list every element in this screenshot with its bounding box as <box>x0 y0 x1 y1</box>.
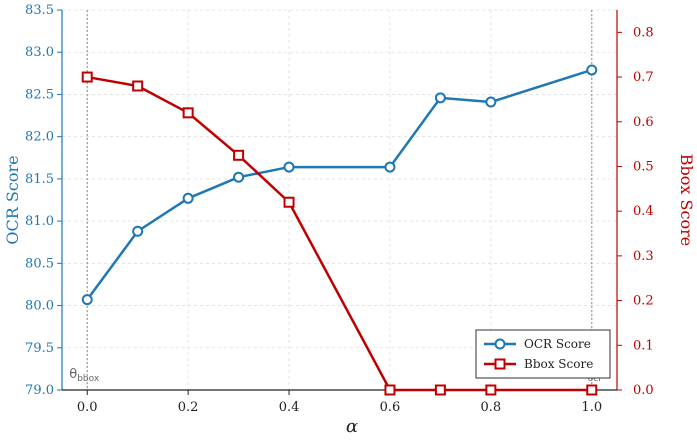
ocr-data-point <box>182 192 194 204</box>
grid <box>62 9 617 391</box>
left-axis-ticks: 79.0 79.5 80.0 80.5 81.0 81.5 82.0 82.5 83.0 83.5 <box>25 3 62 398</box>
bbox-data-point <box>233 149 245 161</box>
tick-label-x: 0.8 <box>481 400 502 415</box>
series-group <box>81 64 598 396</box>
tick-label-right: 0.3 <box>633 249 654 264</box>
bbox-data-point <box>384 384 396 396</box>
ocr-data-point <box>586 64 598 76</box>
ocr-data-point <box>233 171 245 183</box>
bbox-data-point <box>586 384 598 396</box>
x-axis-ticks: 0.0 0.2 0.4 0.6 0.8 1.0 <box>77 390 602 415</box>
legend-ocr-label: OCR Score <box>524 337 591 351</box>
tick-label-x: 0.2 <box>178 400 199 415</box>
ocr-series-line <box>86 68 593 301</box>
ocr-data-point <box>434 92 446 104</box>
tick-label-left: 79.5 <box>25 341 54 356</box>
tick-label-left: 81.5 <box>25 172 54 187</box>
ocr-data-point <box>81 294 93 306</box>
tick-label-left: 83.0 <box>25 45 54 60</box>
y-axis-label-right: Bbox Score <box>677 154 696 246</box>
tick-label-right: 0.0 <box>633 383 654 398</box>
tick-label-right: 0.1 <box>633 338 654 353</box>
right-axis-ticks: 0.0 0.1 0.2 0.3 0.4 0.5 0.6 0.7 0.8 <box>617 25 654 398</box>
tick-label-x: 0.6 <box>380 400 401 415</box>
tick-label-left: 83.5 <box>25 3 54 18</box>
tick-label-x: 1.0 <box>581 400 602 415</box>
legend-ocr-marker <box>494 338 506 350</box>
tick-label-left: 80.5 <box>25 256 54 271</box>
tick-label-right: 0.2 <box>633 294 654 309</box>
bbox-data-point <box>485 384 497 396</box>
ocr-data-point <box>283 161 295 173</box>
bbox-data-point <box>81 71 93 83</box>
threshold-lines <box>86 10 593 390</box>
legend-bbox-marker <box>494 358 506 370</box>
x-axis-label: α <box>346 416 358 437</box>
tick-label-right: 0.6 <box>633 115 654 130</box>
bbox-data-point <box>283 196 295 208</box>
ocr-data-point <box>132 225 144 237</box>
tick-label-left: 79.0 <box>25 383 54 398</box>
tick-label-left: 82.5 <box>25 87 54 102</box>
bbox-data-point <box>132 80 144 92</box>
bbox-data-point <box>182 107 194 119</box>
tick-label-left: 82.0 <box>25 130 54 145</box>
tick-label-right: 0.7 <box>633 70 654 85</box>
tick-label-right: 0.5 <box>633 159 654 174</box>
ocr-data-point <box>485 96 497 108</box>
legend-box <box>475 329 611 379</box>
tick-label-right: 0.8 <box>633 25 654 40</box>
bbox-data-point <box>434 384 446 396</box>
tick-label-x: 0.4 <box>279 400 300 415</box>
legend: OCR Score Bbox Score <box>475 329 611 379</box>
theta-annotation-bbox: θbbox <box>69 367 100 384</box>
tick-label-right: 0.4 <box>633 204 654 219</box>
ocr-data-point <box>384 161 396 173</box>
y-axis-label-left: OCR Score <box>3 155 22 244</box>
legend-bbox-label: Bbox Score <box>524 357 593 371</box>
tick-label-left: 80.0 <box>25 299 54 314</box>
tick-label-x: 0.0 <box>77 400 98 415</box>
tick-label-left: 81.0 <box>25 214 54 229</box>
